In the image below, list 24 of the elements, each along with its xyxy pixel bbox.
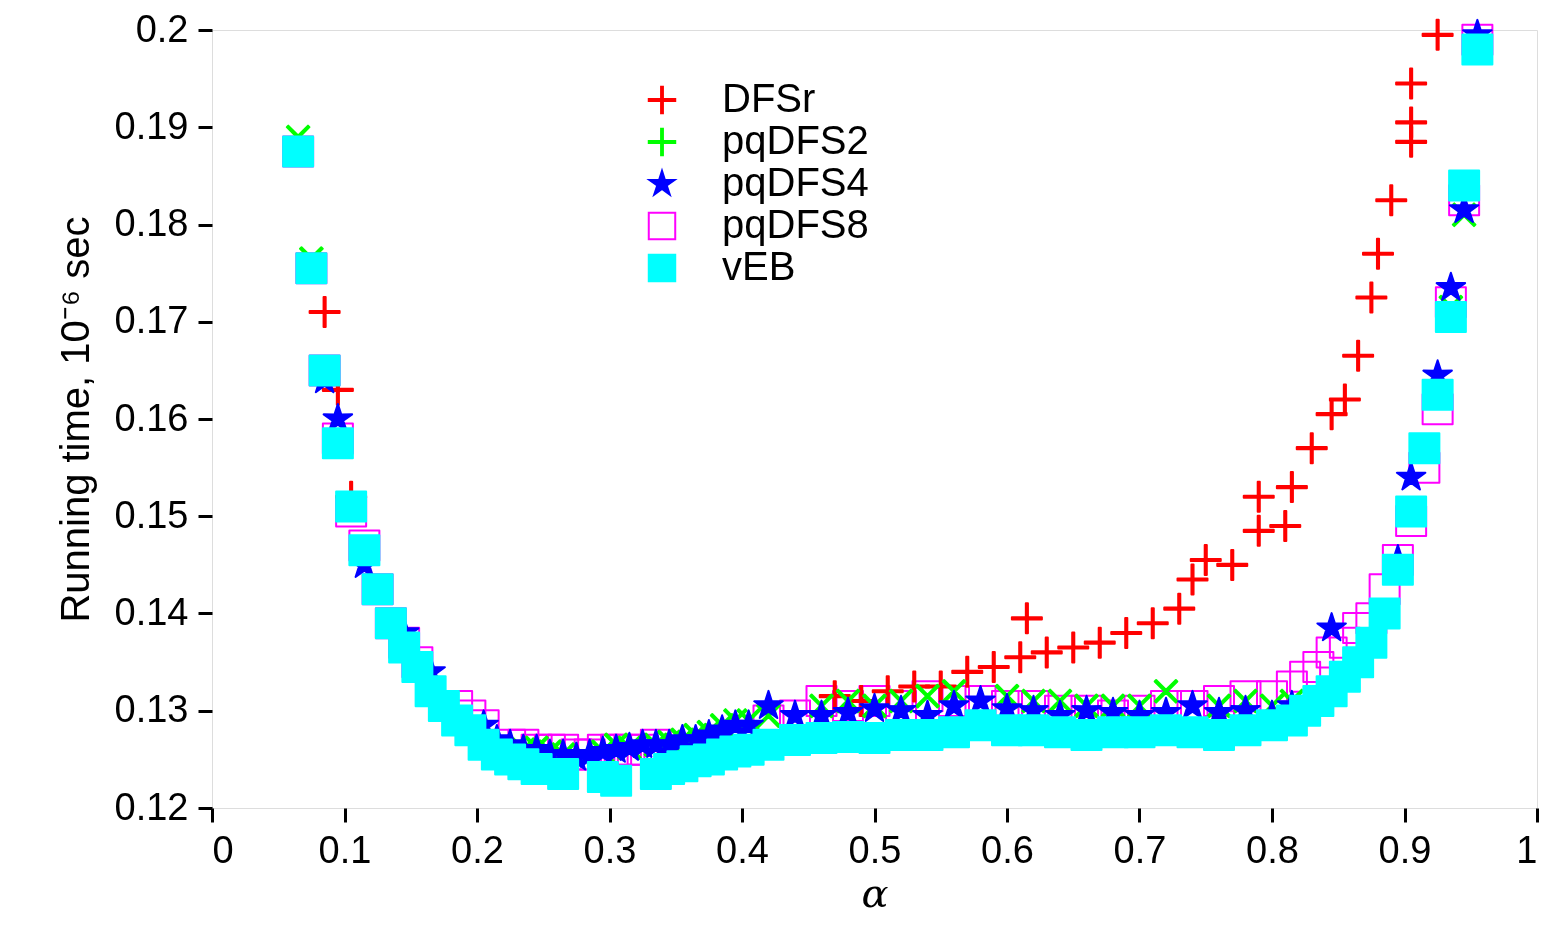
y-tick-label: 0.16 [114, 396, 189, 439]
x-tick-label: 0.5 [848, 828, 902, 871]
x-axis-title: α [861, 869, 889, 916]
legend-label: pqDFS2 [722, 118, 869, 162]
y-tick-label: 0.15 [114, 493, 189, 536]
x-tick-label: 0.9 [1378, 828, 1432, 871]
y-tick-label: 0.13 [114, 688, 189, 731]
y-tick-label: 0.19 [114, 104, 189, 147]
legend-label: DFSr [722, 76, 816, 120]
y-tick-label: 0.17 [114, 299, 189, 342]
x-tick-label: 0.7 [1113, 828, 1167, 871]
x-tick-label: 1 [1516, 828, 1538, 871]
y-tick-label: 0.14 [114, 591, 189, 633]
y-tick-label: 0.18 [114, 202, 189, 244]
y-tick-label: 0.2 [135, 7, 189, 50]
x-tick-label: 0 [212, 828, 234, 871]
x-tick-label: 0.3 [583, 828, 637, 871]
x-tick-label: 0.4 [716, 828, 769, 871]
y-axis-title: Running time, 10⁻⁶ sec [52, 216, 97, 623]
x-tick-label: 0.8 [1246, 828, 1299, 871]
x-tick-label: 0.2 [451, 828, 504, 871]
y-tick-label: 0.12 [114, 785, 189, 828]
x-tick-label: 0.1 [318, 828, 372, 871]
x-tick-label: 0.6 [981, 828, 1034, 871]
